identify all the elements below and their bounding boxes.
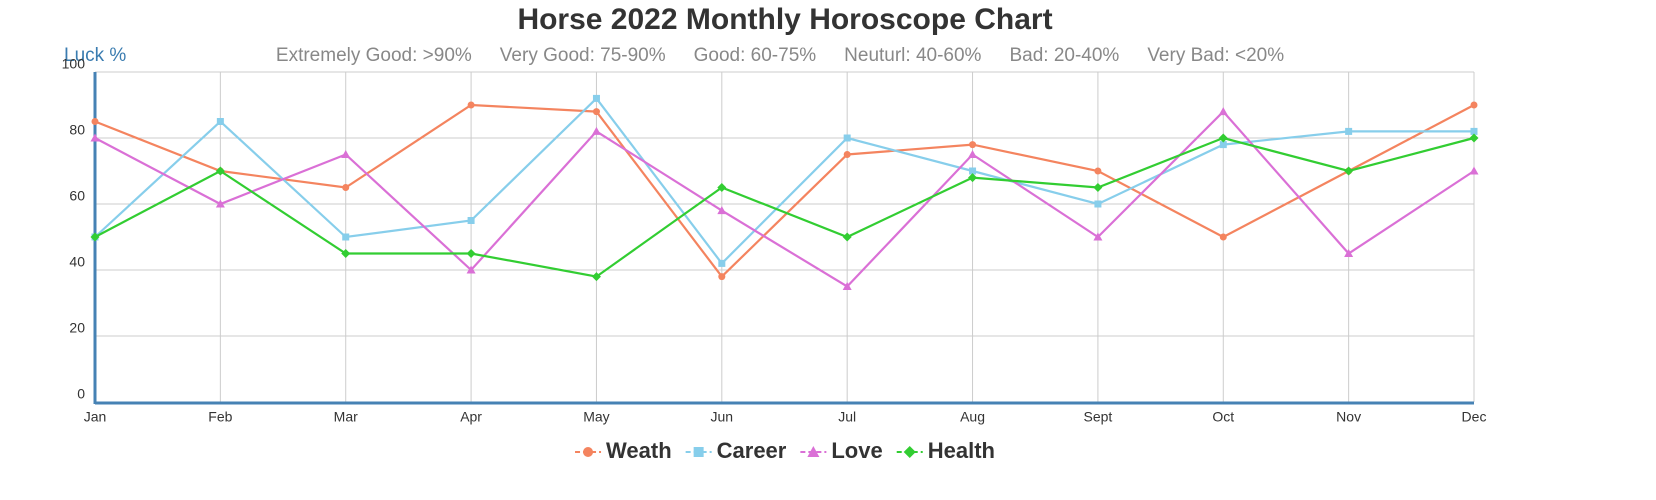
marker <box>693 447 704 457</box>
marker <box>91 118 99 125</box>
marker <box>717 183 727 192</box>
marker <box>718 259 726 267</box>
marker <box>592 108 600 116</box>
marker <box>341 249 351 258</box>
y-tick-label: 80 <box>69 122 85 138</box>
marker <box>842 232 852 242</box>
marker <box>591 272 601 282</box>
marker <box>215 166 225 176</box>
annotation: Extremely Good: >90% <box>276 45 472 66</box>
marker <box>843 134 851 142</box>
y-axis-label: Luck % <box>64 45 126 66</box>
marker <box>1469 133 1479 143</box>
marker <box>968 150 978 158</box>
marker <box>969 141 977 149</box>
legend-label: Health <box>928 438 995 463</box>
marker <box>216 118 224 125</box>
marker <box>1218 107 1228 116</box>
annotation: Good: 60-75% <box>694 45 817 66</box>
marker <box>466 249 476 258</box>
marker <box>903 446 916 458</box>
x-tick-label: Jun <box>711 409 734 425</box>
marker <box>1219 233 1227 241</box>
x-tick-label: Apr <box>460 409 482 425</box>
y-tick-label: 40 <box>69 254 85 270</box>
series-line <box>94 136 1475 278</box>
marker <box>1469 166 1479 175</box>
marker <box>1344 166 1354 176</box>
x-tick-label: Sept <box>1084 409 1113 425</box>
marker <box>592 94 600 102</box>
x-tick-label: Jan <box>84 409 107 425</box>
marker <box>1094 200 1102 208</box>
marker <box>842 282 852 290</box>
legend-item: Love <box>800 438 883 463</box>
x-tick-label: Oct <box>1212 409 1234 425</box>
legend-item: Health <box>896 438 995 463</box>
y-tick-label: 60 <box>69 188 85 204</box>
y-tick-label: 20 <box>69 320 85 336</box>
marker <box>1093 232 1103 241</box>
x-tick-label: Feb <box>208 409 232 425</box>
x-tick-label: Aug <box>960 409 985 425</box>
x-tick-label: Dec <box>1462 409 1487 425</box>
chart-title: Horse 2022 Monthly Horoscope Chart <box>517 3 1052 36</box>
annotation: Very Bad: <20% <box>1147 45 1284 66</box>
marker <box>807 446 820 457</box>
marker <box>90 232 100 242</box>
series-line <box>94 109 1475 288</box>
marker <box>215 199 225 208</box>
legend-label: Weath <box>606 438 672 463</box>
marker <box>843 151 851 158</box>
marker <box>1344 249 1354 257</box>
x-tick-label: May <box>583 409 609 425</box>
marker <box>591 126 601 135</box>
marker <box>1219 141 1227 149</box>
marker <box>342 233 350 241</box>
series-line <box>94 103 1475 279</box>
marker <box>342 184 350 191</box>
marker <box>90 133 100 142</box>
annotation: Neuturl: 40-60% <box>844 45 981 66</box>
x-tick-label: Jul <box>838 409 856 425</box>
legend-item: Career <box>685 438 787 463</box>
marker <box>341 150 351 158</box>
legend-label: Love <box>831 438 882 463</box>
annotation: Very Good: 75-90% <box>500 45 666 66</box>
marker <box>467 101 475 109</box>
x-tick-label: Mar <box>334 409 358 425</box>
marker <box>466 265 476 274</box>
marker <box>583 447 594 457</box>
x-tick-label: Nov <box>1336 409 1361 425</box>
marker <box>1345 127 1353 135</box>
marker <box>1094 167 1102 175</box>
marker <box>1470 127 1478 135</box>
y-tick-label: 0 <box>77 386 85 402</box>
marker <box>969 167 977 175</box>
marker <box>1470 101 1478 109</box>
marker <box>467 217 475 224</box>
marker <box>968 173 978 183</box>
marker <box>718 273 726 281</box>
marker <box>717 206 727 215</box>
annotation: Bad: 20-40% <box>1009 45 1119 66</box>
legend: Weath Career Love Health <box>575 438 995 463</box>
legend-label: Career <box>717 438 787 463</box>
marker <box>1218 133 1228 143</box>
marker <box>1093 183 1103 192</box>
y-tick-label: 100 <box>62 56 86 72</box>
legend-item: Weath <box>575 438 672 463</box>
